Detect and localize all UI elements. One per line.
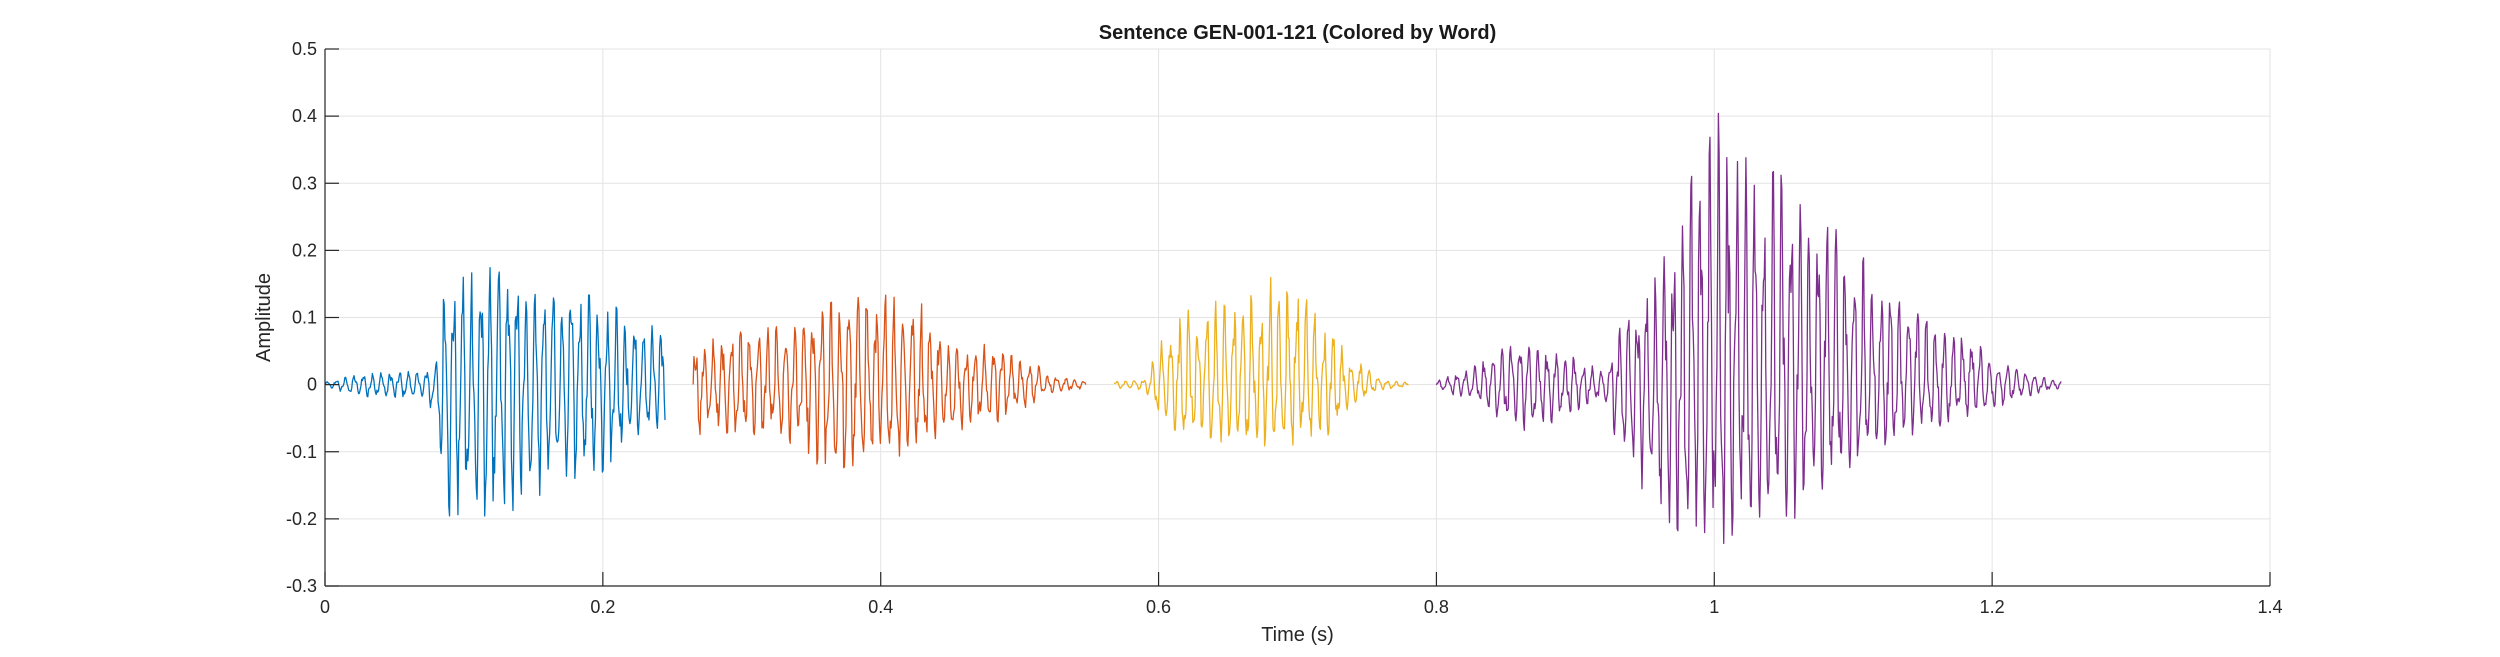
x-tick-label: 0.2 xyxy=(590,597,615,617)
y-tick-label: 0.3 xyxy=(292,173,317,193)
x-tick-label: 1.4 xyxy=(2257,597,2282,617)
x-tick-label: 1 xyxy=(1709,597,1719,617)
chart-title: Sentence GEN-001-121 (Colored by Word) xyxy=(1099,22,1497,44)
y-axis-ticks: -0.3 -0.2 -0.1 0 0.1 0.2 0.3 0.4 0.5 xyxy=(286,39,339,596)
y-tick-label: 0.5 xyxy=(292,39,317,59)
y-tick-label: 0.1 xyxy=(292,308,317,328)
x-tick-label: 0.6 xyxy=(1146,597,1171,617)
y-tick-label: -0.3 xyxy=(286,576,317,596)
x-tick-label: 0.4 xyxy=(868,597,893,617)
x-axis-label: Time (s) xyxy=(1261,624,1334,646)
y-axis-label: Amplitude xyxy=(253,273,275,362)
y-tick-label: 0.2 xyxy=(292,240,317,260)
y-tick-label: 0.4 xyxy=(292,106,317,126)
word-waveform-1 xyxy=(324,266,666,517)
waveform-series xyxy=(324,112,2062,544)
x-tick-label: 1.2 xyxy=(1980,597,2005,617)
y-tick-label: 0 xyxy=(307,375,317,395)
word-waveform-2 xyxy=(692,294,1087,469)
x-tick-label: 0 xyxy=(320,597,330,617)
x-tick-label: 0.8 xyxy=(1424,597,1449,617)
x-axis-ticks: 0 0.2 0.4 0.6 0.8 1 1.2 1.4 xyxy=(320,572,2283,617)
word-waveform-4 xyxy=(1435,112,2062,544)
word-waveform-3 xyxy=(1113,276,1409,447)
y-tick-label: -0.1 xyxy=(286,442,317,462)
y-tick-label: -0.2 xyxy=(286,509,317,529)
